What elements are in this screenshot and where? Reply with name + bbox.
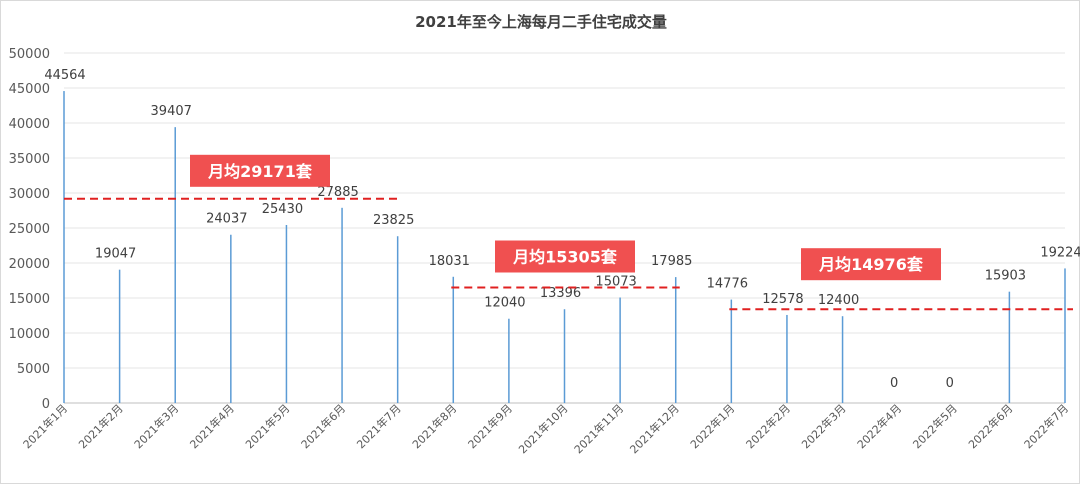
- bar: [285, 224, 288, 403]
- data-label: 0: [946, 376, 954, 391]
- x-tick-label: 2021年8月: [409, 401, 459, 451]
- y-tick-label: 35000: [9, 152, 50, 167]
- data-label: 24037: [206, 212, 247, 227]
- bar: [63, 91, 65, 403]
- data-label: 19047: [95, 247, 136, 262]
- average-label-box: [801, 248, 941, 281]
- bar: [174, 127, 176, 403]
- x-tick-group: 2021年6月: [298, 401, 348, 451]
- bar: [730, 299, 733, 403]
- x-tick-group: 2022年5月: [910, 401, 960, 451]
- x-tick-group: 2022年3月: [798, 401, 848, 451]
- x-tick-group: 2021年11月: [571, 401, 626, 456]
- x-tick-group: 2021年7月: [354, 401, 404, 451]
- x-tick-group: 2021年8月: [409, 401, 459, 451]
- data-label: 12040: [484, 296, 525, 311]
- x-tick-group: 2021年2月: [76, 401, 126, 451]
- x-tick-group: 2022年4月: [854, 401, 904, 451]
- average-label: 月均29171套: [207, 162, 313, 181]
- x-tick-label: 2022年5月: [910, 401, 960, 451]
- y-tick-label: 10000: [9, 327, 50, 342]
- x-tick-label: 2022年2月: [743, 401, 793, 451]
- x-tick-label: 2021年9月: [465, 401, 515, 451]
- x-tick-label: 2022年7月: [1021, 401, 1071, 451]
- bar: [619, 297, 621, 403]
- data-label: 23825: [373, 213, 414, 228]
- bar: [563, 309, 566, 403]
- x-tick-label: 2022年3月: [798, 401, 848, 451]
- x-tick-label: 2021年3月: [131, 401, 181, 451]
- data-label: 15903: [985, 269, 1026, 284]
- data-label: 25430: [262, 202, 303, 217]
- bar: [674, 277, 677, 403]
- y-tick-label: 30000: [9, 187, 50, 202]
- chart-title: 2021年至今上海每月二手住宅成交量: [415, 13, 667, 31]
- data-label: 17985: [651, 254, 692, 269]
- x-tick-label: 2021年11月: [571, 401, 626, 456]
- x-tick-group: 2021年12月: [627, 401, 682, 456]
- x-tick-group: 2022年1月: [687, 401, 737, 451]
- x-tick-group: 2021年5月: [242, 401, 292, 451]
- data-label: 15073: [595, 274, 636, 289]
- x-tick-label: 2021年6月: [298, 401, 348, 451]
- x-tick-label: 2022年1月: [687, 401, 737, 451]
- bar: [230, 234, 232, 403]
- x-tick-label: 2021年10月: [515, 401, 570, 456]
- x-tick-group: 2022年2月: [743, 401, 793, 451]
- x-tick-label: 2021年7月: [354, 401, 404, 451]
- data-label: 0: [890, 376, 898, 391]
- bar: [118, 269, 121, 403]
- y-tick-label: 50000: [9, 47, 50, 62]
- data-label: 19224: [1040, 245, 1080, 260]
- x-tick-label: 2021年2月: [76, 401, 126, 451]
- bar: [1064, 268, 1066, 403]
- y-tick-label: 40000: [9, 117, 50, 132]
- x-tick-label: 2022年4月: [854, 401, 904, 451]
- x-tick-label: 2021年4月: [187, 401, 237, 451]
- x-tick-label: 2021年12月: [627, 401, 682, 456]
- average-label-box: [495, 240, 635, 273]
- x-tick-group: 2021年3月: [131, 401, 181, 451]
- data-label: 13396: [540, 286, 581, 301]
- data-label: 14776: [707, 277, 748, 292]
- x-tick-label: 2021年5月: [242, 401, 292, 451]
- x-tick-group: 2021年9月: [465, 401, 515, 451]
- data-label: 18031: [429, 254, 470, 269]
- bar: [1008, 291, 1011, 403]
- y-tick-label: 20000: [9, 257, 50, 272]
- bar: [341, 207, 343, 403]
- data-label: 12578: [762, 292, 803, 307]
- x-tick-group: 2022年7月: [1021, 401, 1071, 451]
- average-label: 月均15305套: [512, 248, 618, 267]
- x-tick-group: 2021年4月: [187, 401, 237, 451]
- data-label: 39407: [151, 104, 192, 119]
- data-label: 44564: [44, 68, 85, 83]
- y-tick-label: 25000: [9, 222, 50, 237]
- data-label: 12400: [818, 293, 859, 308]
- bar: [508, 318, 510, 403]
- average-label: 月均14976套: [818, 255, 924, 274]
- data-label: 27885: [317, 185, 358, 200]
- bar: [841, 316, 844, 403]
- y-tick-label: 45000: [9, 82, 50, 97]
- bar: [396, 236, 399, 403]
- bar: [452, 276, 455, 403]
- bar: [786, 314, 788, 403]
- y-tick-label: 5000: [17, 362, 50, 377]
- y-tick-label: 15000: [9, 292, 50, 307]
- x-tick-group: 2022年6月: [965, 401, 1015, 451]
- x-tick-group: 2021年10月: [515, 401, 570, 456]
- y-tick-label: 0: [42, 397, 50, 412]
- average-label-box: [190, 154, 330, 187]
- x-tick-label: 2022年6月: [965, 401, 1015, 451]
